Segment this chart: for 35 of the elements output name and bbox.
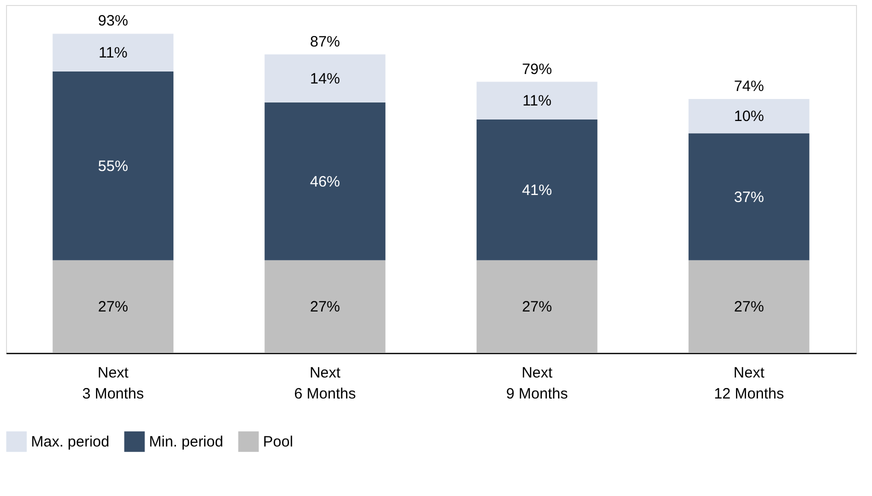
data-label: 55%	[98, 158, 128, 175]
bar	[476, 260, 598, 353]
bar	[688, 98, 810, 134]
total-label: 79%	[522, 60, 552, 78]
data-label: 41%	[522, 182, 552, 199]
bar	[264, 102, 386, 260]
legend-label: Pool	[263, 434, 294, 451]
data-label: 14%	[310, 70, 340, 88]
total-label: 93%	[98, 12, 128, 30]
legend-label: Max. period	[31, 434, 110, 451]
x-tick-label: Next 12 Months	[714, 364, 784, 402]
data-label: 11%	[98, 44, 128, 62]
data-label: 10%	[734, 108, 764, 126]
x-tick-label: Next 3 Months	[82, 364, 144, 402]
data-label: 27%	[522, 298, 552, 316]
bar	[476, 120, 598, 260]
bar	[688, 133, 810, 260]
data-label: 11%	[522, 92, 552, 110]
bar	[688, 260, 810, 353]
x-tick-label: Next 6 Months	[294, 364, 356, 402]
data-label: 27%	[310, 298, 340, 316]
bar	[264, 54, 386, 102]
data-label: 27%	[98, 298, 128, 316]
bar	[52, 260, 174, 353]
bar	[476, 82, 598, 120]
bar	[52, 71, 174, 260]
x-tick-label: Next 9 Months	[506, 364, 568, 402]
bar	[264, 260, 386, 353]
legend-label: Min. period	[149, 434, 224, 451]
data-label: 27%	[734, 298, 764, 316]
total-label: 74%	[734, 78, 764, 95]
data-label: 37%	[734, 188, 764, 206]
data-label: 46%	[310, 173, 340, 190]
bar	[52, 34, 174, 72]
total-label: 87%	[310, 33, 340, 50]
